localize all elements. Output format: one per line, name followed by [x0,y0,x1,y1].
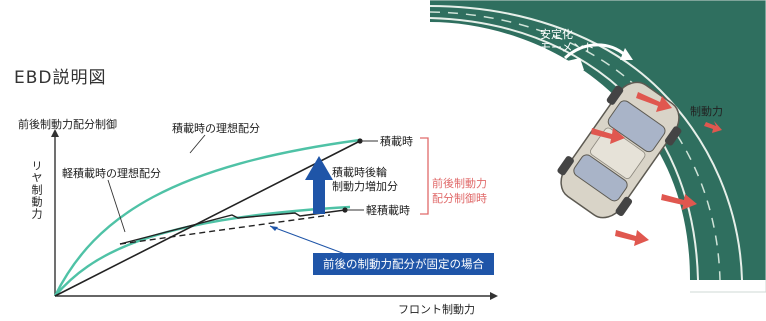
fixed-distribution-line [119,214,331,245]
fixed-leader [269,225,346,255]
stabilization-line-2: モーメント [540,41,595,54]
x-axis-arrowhead [490,292,498,300]
left-right-control-arrow [505,58,584,89]
rear-increase-arrow-head [305,156,333,180]
light-point [342,207,348,213]
braking-force-label: 制動力 [690,105,723,118]
left-right-control-label: 左右制動力 配分制御 [430,36,485,62]
control-label-line-1: 前後制動力 [432,177,487,190]
control-bracket [420,137,429,215]
loaded-label: 積載時 [380,135,413,148]
road-edge-inner [429,17,699,281]
brake-force-arrows [591,92,697,246]
road-edge-outer [429,5,743,281]
loaded-point [357,138,363,144]
light-ideal-curve [54,205,351,297]
left-right-control-line-2: 配分制御 [438,49,482,62]
light-loaded-label: 軽積載時 [366,204,410,217]
car [557,81,682,219]
loaded-control-line [54,140,361,297]
stabilization-line-1: 安定化 [540,28,573,41]
light-control-line [119,209,346,245]
loaded-ideal-curve [53,138,361,297]
stabilization-moment-label: 安定化 モーメント [540,28,595,54]
loaded-ideal-leader [189,134,206,154]
fixed-distribution-label: 前後の制動力配分が固定の場合 [313,253,494,275]
diagram-title: EBD説明図 [14,68,107,88]
y-axis-arrowhead [51,129,59,137]
road-illustration [429,0,766,293]
y-axis-title: 前後制動力配分制御 [18,118,117,131]
control-label-line-2: 配分制御時 [432,192,487,205]
light-ideal-label: 軽積載時の理想配分 [62,167,161,180]
loaded-ideal-label: 積載時の理想配分 [172,122,260,135]
rear-increase-label-2: 制動力増加分 [332,180,398,193]
light-ideal-leader [107,179,126,233]
stabilization-moment-arrow [563,43,626,60]
control-label: 前後制動力 配分制御時 [432,176,487,206]
y-axis-side-label: リヤ制動力 [30,160,43,220]
braking-force-indicator [704,121,722,133]
left-right-control-line-1: 左右制動力 [430,36,485,49]
rear-increase-label-1: 積載時後輪 [332,166,387,179]
x-axis-title: フロント制動力 [398,303,475,316]
rear-increase-arrow-shaft [313,178,325,214]
